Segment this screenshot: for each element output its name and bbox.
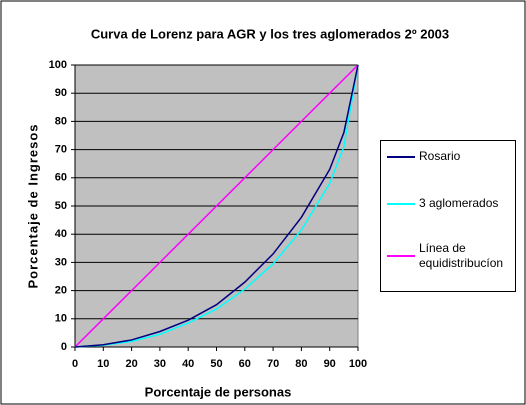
legend-label: Línea de equidistribucíon bbox=[419, 241, 504, 270]
series-line bbox=[74, 64, 359, 348]
x-tick-label: 90 bbox=[324, 358, 336, 370]
legend-swatch bbox=[387, 255, 415, 257]
legend-swatch bbox=[387, 155, 415, 158]
x-tick-label: 40 bbox=[182, 358, 194, 370]
x-tick-label: 80 bbox=[295, 358, 307, 370]
x-tick-label: 100 bbox=[349, 358, 367, 370]
y-tick-label: 60 bbox=[55, 172, 67, 184]
y-tick-label: 50 bbox=[55, 200, 67, 212]
x-tick-label: 30 bbox=[154, 358, 166, 370]
chart-title: Curva de Lorenz para AGR y los tres aglo… bbox=[91, 26, 449, 41]
y-tick-label: 70 bbox=[55, 144, 67, 156]
legend-label: 3 aglomerados bbox=[419, 196, 499, 210]
x-tick-label: 70 bbox=[267, 358, 279, 370]
x-tick-label: 0 bbox=[72, 358, 78, 370]
series-line bbox=[74, 64, 359, 348]
legend: Rosario 3 aglomerados Línea de equidistrib… bbox=[380, 140, 516, 292]
y-tick-label: 80 bbox=[55, 115, 67, 127]
y-tick-label: 30 bbox=[55, 256, 67, 268]
y-tick-label: 40 bbox=[55, 228, 67, 240]
series-line bbox=[74, 64, 359, 348]
legend-item: 3 aglomerados bbox=[387, 196, 509, 211]
y-axis-label: Porcentaje de Ingresos bbox=[25, 123, 40, 288]
x-axis-label: Porcentaje de personas bbox=[145, 384, 292, 399]
x-tick-label: 60 bbox=[239, 358, 251, 370]
y-tick-label: 90 bbox=[55, 87, 67, 99]
y-tick-label: 10 bbox=[55, 313, 67, 325]
x-tick-label: 20 bbox=[125, 358, 137, 370]
legend-item: Línea de equidistribucíon bbox=[387, 241, 509, 271]
legend-swatch bbox=[387, 202, 415, 205]
x-tick-label: 50 bbox=[210, 358, 222, 370]
y-tick-label: 100 bbox=[49, 59, 67, 71]
x-tick-label: 10 bbox=[97, 358, 109, 370]
y-tick-label: 20 bbox=[55, 285, 67, 297]
legend-item: Rosario bbox=[387, 149, 509, 164]
y-tick-label: 0 bbox=[61, 341, 67, 353]
legend-label: Rosario bbox=[419, 149, 461, 163]
